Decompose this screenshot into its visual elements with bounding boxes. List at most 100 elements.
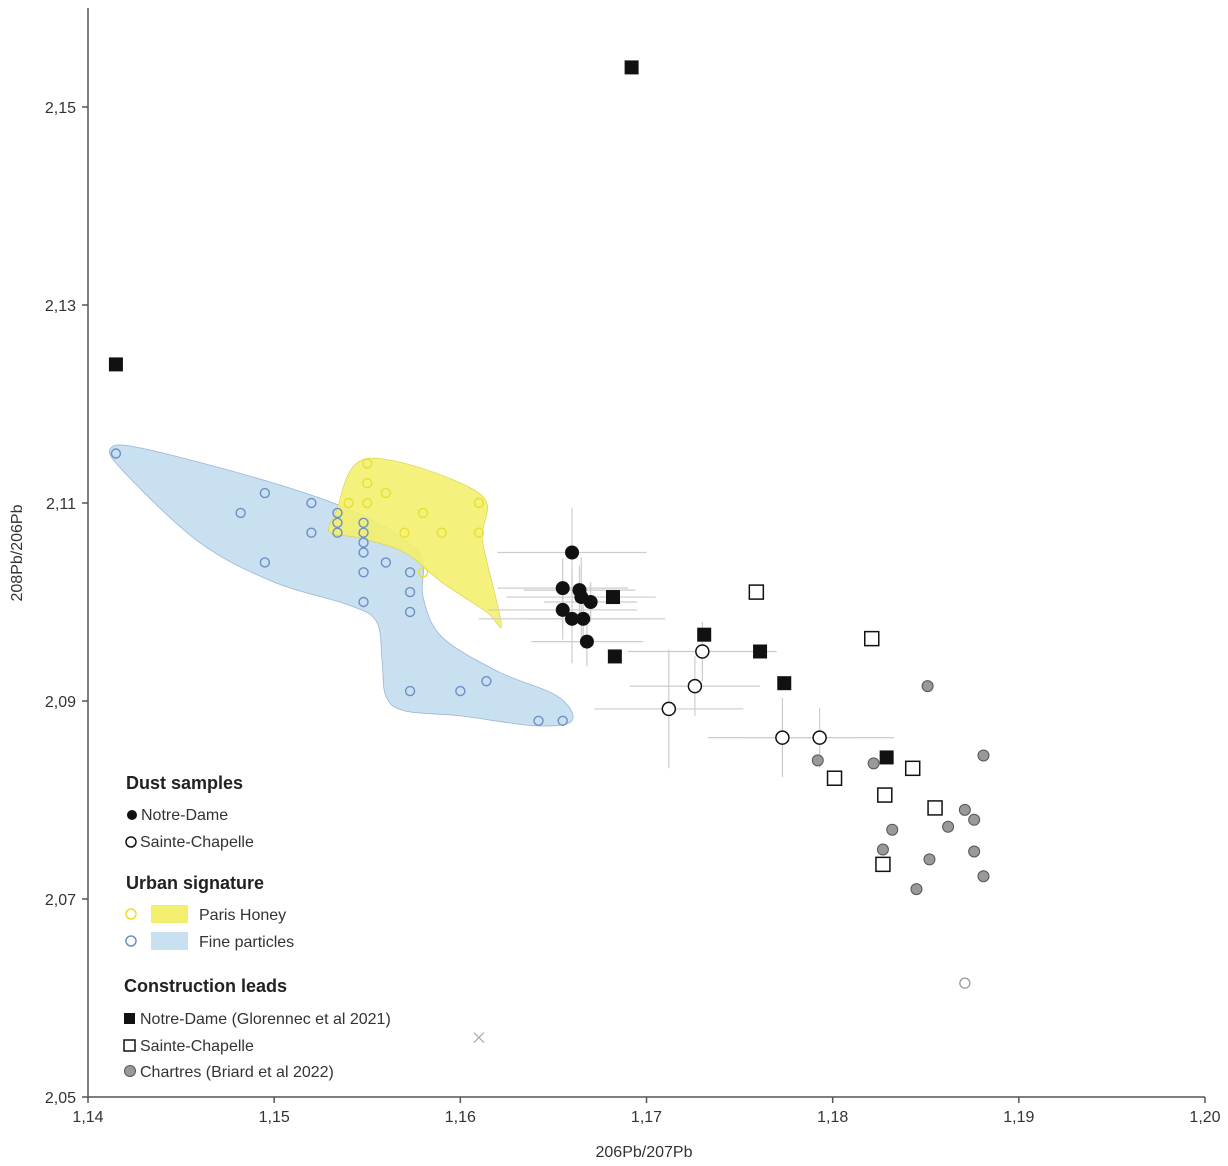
legend-dust-nd-marker [127, 810, 137, 820]
construction-chartres-point [958, 803, 971, 816]
construction-notre-dame-point [624, 60, 639, 75]
construction-sainte-chapelle-point [826, 770, 843, 786]
construction-chartres-point [886, 823, 899, 836]
legend-dust-title: Dust samples [126, 773, 243, 793]
legend-urban-title: Urban signature [126, 873, 264, 893]
paris-honey-point [417, 567, 429, 578]
construction-sainte-chapelle-point [748, 584, 765, 600]
paris-honey-point [473, 527, 485, 538]
legend-honey-marker [125, 908, 137, 920]
fine-particles-point [404, 567, 416, 578]
construction-sainte-chapelle-point [904, 760, 921, 777]
paris-honey-point [436, 527, 447, 538]
urban-signature-areas [108, 444, 574, 727]
legend-construction-title: Construction leads [124, 976, 287, 996]
fine-particles-point [533, 715, 544, 726]
fine-particles-point [358, 547, 369, 558]
fine-particles-point [358, 596, 369, 608]
dust-sainte-chapelle-point [695, 644, 710, 659]
x-tick-label: 1,19 [1003, 1109, 1034, 1126]
dust-notre-dame-point [555, 581, 570, 596]
fine-particles-point [332, 527, 343, 538]
legend-dust-sc-marker [125, 836, 137, 848]
construction-notre-dame-point [605, 590, 620, 605]
legend-cons-sc-label: Sainte-Chapelle [140, 1038, 254, 1055]
unlabeled-open-point [959, 977, 971, 989]
dust-notre-dame-point [555, 602, 570, 617]
y-tick-label: 2,13 [45, 298, 76, 315]
construction-chartres-point [977, 870, 990, 883]
fine-particles-point [358, 537, 369, 548]
legend-honey-swatch [151, 905, 188, 923]
paris-honey-point [362, 478, 373, 489]
legend-fine-marker [125, 935, 137, 947]
construction-sainte-chapelle-point [927, 800, 943, 816]
fine-particles-point [455, 685, 466, 697]
construction-notre-dame-point [753, 644, 768, 659]
x-tick-label: 1,17 [631, 1109, 662, 1126]
construction-chartres-point [876, 843, 889, 856]
paris-honey-point [399, 527, 410, 538]
y-tick-label: 2,07 [45, 892, 76, 909]
construction-notre-dame-point [879, 750, 894, 765]
fine-particles-point [358, 527, 369, 538]
fine-particles-point [259, 487, 271, 499]
legend-cons-chartres-marker [124, 1065, 136, 1077]
construction-sainte-chapelle-point [875, 856, 891, 873]
construction-sainte-chapelle-point [877, 787, 893, 803]
cross-marker [473, 1032, 485, 1044]
y-axis-title: 208Pb/206Pb [9, 504, 26, 601]
legend-cons-sc-marker [123, 1039, 136, 1052]
construction-notre-dame-point [607, 649, 622, 664]
construction-notre-dame-point [108, 357, 123, 372]
construction-chartres-point [942, 820, 955, 833]
fine-particles-point [332, 517, 343, 528]
dust-sainte-chapelle-point [775, 730, 790, 745]
dust-sainte-chapelle-point [661, 701, 677, 717]
x-tick-label: 1,18 [817, 1109, 848, 1126]
construction-chartres-point [910, 883, 923, 896]
data-points [108, 60, 990, 1044]
construction-chartres-point [923, 853, 936, 866]
y-tick-label: 2,05 [45, 1090, 76, 1107]
fine-particles-point [404, 685, 416, 697]
legend-cons-nd-marker [124, 1013, 135, 1024]
y-tick-label: 2,15 [45, 100, 76, 117]
fine-particles-point [404, 606, 416, 618]
fine-particles-point [557, 715, 568, 726]
error-bars [478, 507, 895, 778]
dust-sainte-chapelle-point [687, 678, 703, 694]
construction-chartres-point [968, 845, 981, 858]
legend-honey-label: Paris Honey [199, 907, 286, 924]
paris-honey-point [362, 497, 373, 509]
fine-particles-point [481, 676, 492, 687]
legend-fine-swatch [151, 932, 188, 950]
fine-particles-point [380, 557, 392, 568]
paris-honey-point [473, 497, 485, 509]
paris-honey-point [343, 497, 354, 509]
construction-chartres-point [977, 749, 990, 762]
fine-particles-point [235, 507, 246, 519]
fine-particles-point [358, 567, 369, 578]
legend-dust-sc-label: Sainte-Chapelle [140, 834, 254, 851]
dust-notre-dame-point [565, 545, 580, 560]
fine-particles-point [110, 448, 122, 459]
y-tick-label: 2,09 [45, 694, 76, 711]
x-tick-label: 1,20 [1189, 1109, 1220, 1126]
fine-particles-point [358, 517, 369, 528]
construction-sainte-chapelle-point [864, 630, 880, 647]
construction-chartres-point [968, 813, 981, 826]
x-tick-label: 1,14 [72, 1109, 103, 1126]
y-tick-label: 2,11 [46, 496, 76, 513]
paris-honey-point [417, 507, 429, 519]
legend-cons-chartres-label: Chartres (Briard et al 2022) [140, 1064, 334, 1081]
legend: Dust samples Notre-Dame Sainte-Chapelle … [123, 773, 391, 1081]
construction-notre-dame-point [777, 676, 792, 691]
legend-dust-nd-label: Notre-Dame [141, 807, 228, 824]
fine-particles-point [404, 586, 416, 598]
fine-particles-point [306, 527, 317, 538]
x-tick-label: 1,15 [259, 1109, 290, 1126]
fine-particles-point [259, 557, 271, 568]
axis-ticks: 1,14 1,15 1,16 1,17 1,18 1,19 1,20 2,05 2,07 2,09… [45, 100, 1221, 1126]
dust-notre-dame-point [565, 611, 580, 626]
